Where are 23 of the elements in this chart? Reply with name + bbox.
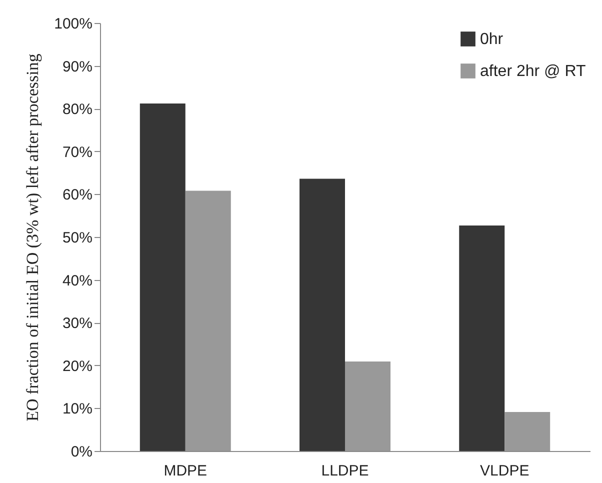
y-tick-label: 50%	[62, 230, 92, 246]
y-tick-label: 70%	[62, 144, 92, 161]
x-tick-label: LLDPE	[321, 462, 369, 480]
legend-label: after 2hr @ RT	[480, 63, 586, 80]
y-tick-label: 30%	[62, 315, 92, 332]
bar	[300, 178, 345, 451]
bar	[185, 190, 231, 451]
legend-label: 0hr	[480, 31, 504, 48]
bar	[504, 412, 550, 451]
y-tick-label: 60%	[62, 186, 92, 204]
bar	[345, 362, 390, 451]
y-tick-label: 0%	[70, 444, 92, 460]
y-tick-label: 20%	[62, 358, 92, 375]
y-tick-label: 10%	[62, 400, 92, 418]
y-axis-title: EO fraction of initial EO (3% wt) left after processing	[23, 53, 42, 422]
y-tick-label: 80%	[62, 101, 92, 118]
bar	[140, 103, 186, 451]
y-tick-label: 40%	[62, 272, 92, 290]
y-tick-label: 100%	[54, 16, 92, 32]
x-tick-label: VLDPE	[480, 462, 530, 480]
x-tick-label: MDPE	[164, 462, 208, 480]
bar	[459, 225, 505, 451]
y-tick-label: 90%	[62, 58, 92, 76]
